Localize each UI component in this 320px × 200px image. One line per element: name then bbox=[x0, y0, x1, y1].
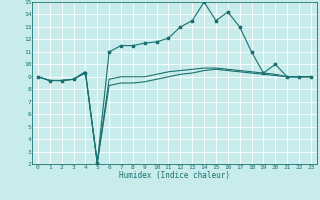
X-axis label: Humidex (Indice chaleur): Humidex (Indice chaleur) bbox=[119, 171, 230, 180]
